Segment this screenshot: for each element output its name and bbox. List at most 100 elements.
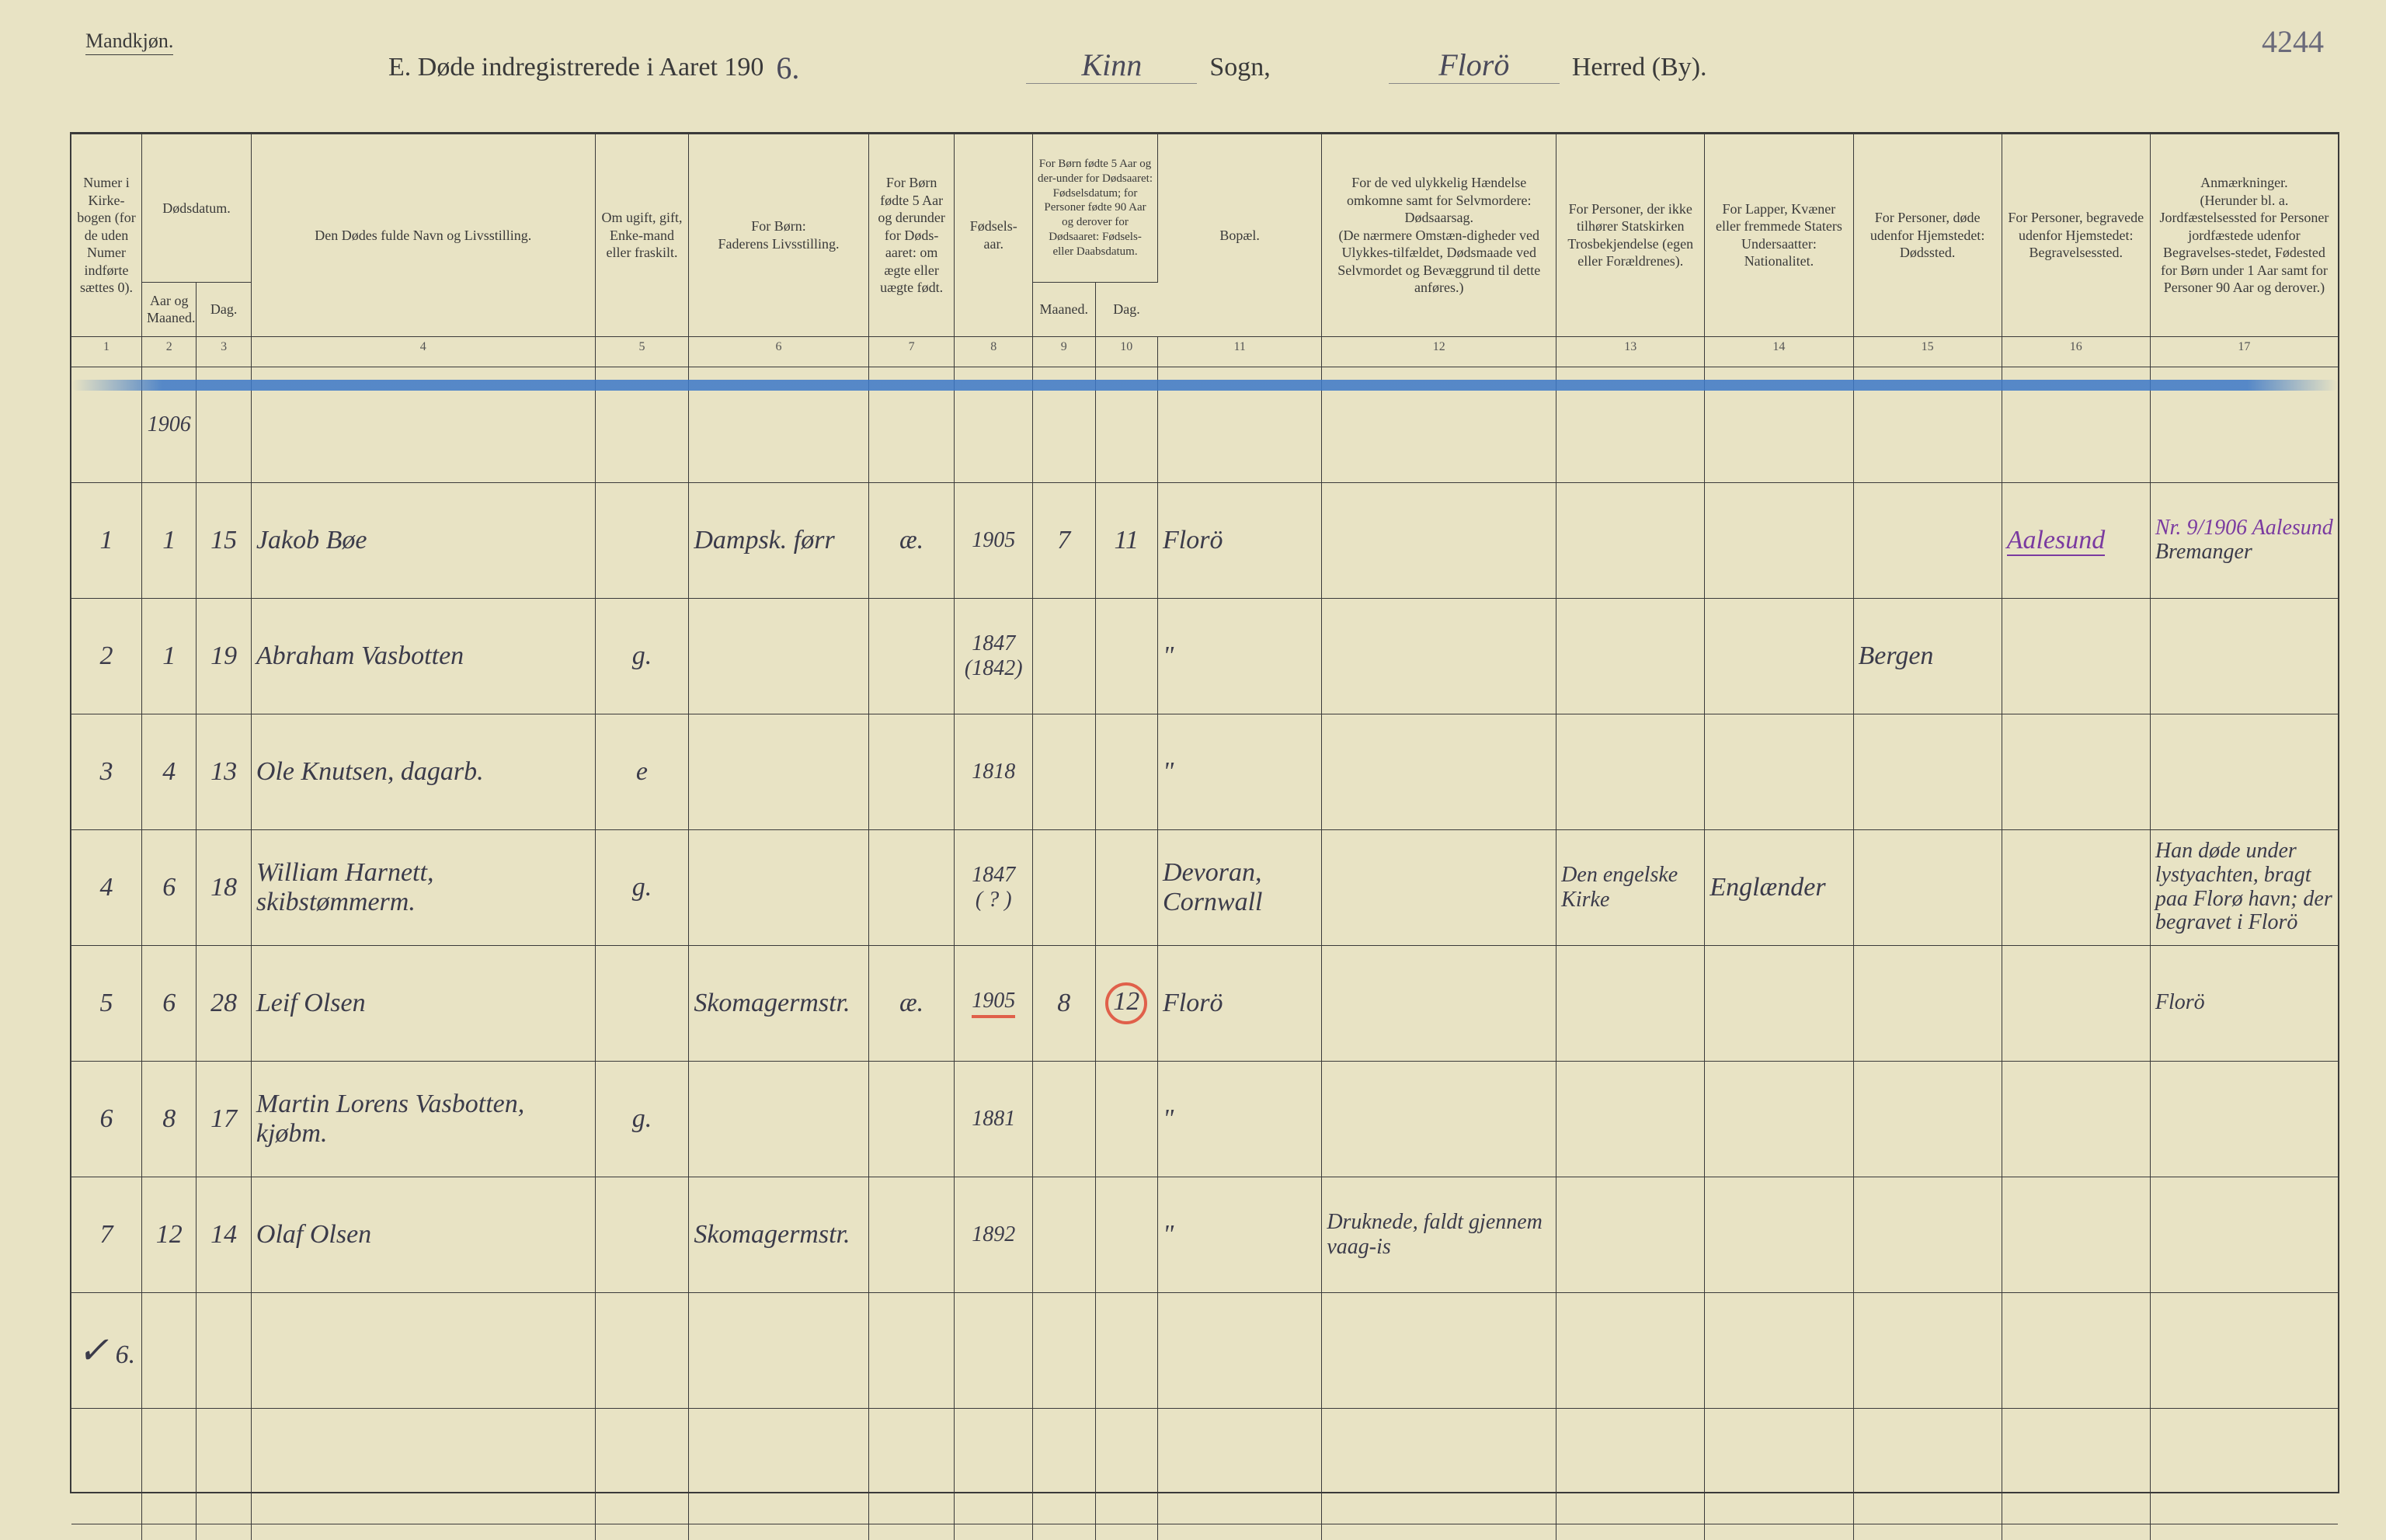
cell [2002, 1524, 2150, 1540]
cell: Skomagermstr. [689, 945, 868, 1061]
col-header: Fødsels- aar. [955, 134, 1033, 336]
cell: " [1158, 598, 1322, 714]
cell: Devoran, Cornwall [1158, 829, 1322, 945]
cell: 5 [71, 945, 142, 1061]
cell [1556, 1177, 1705, 1292]
cell [2150, 1292, 2338, 1408]
cell [595, 482, 689, 598]
cell [1322, 945, 1556, 1061]
column-number: 12 [1322, 336, 1556, 367]
cell [955, 1408, 1033, 1524]
column-number: 2 [142, 336, 197, 367]
cell [868, 1408, 955, 1524]
col-header-group: Dødsdatum. [142, 134, 252, 282]
column-number: 10 [1095, 336, 1157, 367]
title-year: 6. [776, 50, 799, 86]
cell [1033, 1177, 1095, 1292]
cell: Martin Lorens Vasbotten, kjøbm. [251, 1061, 595, 1177]
cell [595, 1408, 689, 1524]
cell [868, 1292, 955, 1408]
cell [689, 1408, 868, 1524]
cell [1705, 367, 1853, 482]
col-header: For Lapper, Kvæner eller fremmede Stater… [1705, 134, 1853, 336]
cell [1095, 1292, 1157, 1408]
year-row: 1906 [71, 367, 2338, 482]
cell: 1847 (1842) [955, 598, 1033, 714]
cell [1158, 1524, 1322, 1540]
cell: Dampsk. førr [689, 482, 868, 598]
col-header: Den Dødes fulde Navn og Livsstilling. [251, 134, 595, 336]
cell: 28 [197, 945, 251, 1061]
cell [1033, 1524, 1095, 1540]
cell [2150, 714, 2338, 829]
cell [1033, 1408, 1095, 1524]
table-row: ✓ 6. [71, 1292, 2338, 1408]
cell: 13 [197, 714, 251, 829]
col-header: For Børn: Faderens Livsstilling. [689, 134, 868, 336]
col-header: For de ved ulykkelig Hændelse omkomne sa… [1322, 134, 1556, 336]
cell [1095, 1408, 1157, 1524]
cell [1158, 1292, 1322, 1408]
column-number: 14 [1705, 336, 1853, 367]
table-row: 2119Abraham Vasbotteng.1847 (1842)"Berge… [71, 598, 2338, 714]
cell [197, 1408, 251, 1524]
cell: 2 [71, 598, 142, 714]
cell: 8 [142, 1061, 197, 1177]
year-label: 1906 [142, 367, 197, 482]
col-header: Om ugift, gift, Enke-mand eller fraskilt… [595, 134, 689, 336]
cell: Englænder [1705, 829, 1853, 945]
cell [1322, 1408, 1556, 1524]
cell: Abraham Vasbotten [251, 598, 595, 714]
cell: g. [595, 1061, 689, 1177]
cell [955, 367, 1033, 482]
cell: 1 [142, 598, 197, 714]
col-header: Dag. [197, 282, 251, 336]
cell [2150, 598, 2338, 714]
cell [1158, 1408, 1322, 1524]
cell [868, 598, 955, 714]
cell [1556, 367, 1705, 482]
column-number: 16 [2002, 336, 2150, 367]
cell [2002, 598, 2150, 714]
cell: Leif Olsen [251, 945, 595, 1061]
col-header-group: For Børn fødte 5 Aar og der-under for Dø… [1033, 134, 1158, 282]
cell: Florö [1158, 482, 1322, 598]
cell [1705, 1292, 1853, 1408]
cell [595, 945, 689, 1061]
col-header: For Personer, der ikke tilhører Statskir… [1556, 134, 1705, 336]
cell [595, 1177, 689, 1292]
cell: Florö [1158, 945, 1322, 1061]
cell [2150, 1177, 2338, 1292]
cell: Aalesund [2002, 482, 2150, 598]
cell [142, 1408, 197, 1524]
cell [689, 367, 868, 482]
cell: æ. [868, 945, 955, 1061]
cell [251, 1408, 595, 1524]
cell [1322, 367, 1556, 482]
cell [595, 367, 689, 482]
cell [2002, 829, 2150, 945]
cell: Bergen [1853, 598, 2002, 714]
col-header: For Børn fødte 5 Aar og derunder for Død… [868, 134, 955, 336]
cell [2002, 714, 2150, 829]
cell [1033, 367, 1095, 482]
cell [1853, 945, 2002, 1061]
cell [1853, 1177, 2002, 1292]
ledger-table: Numer i Kirke-bogen (for de uden Numer i… [71, 134, 2338, 1540]
cell: Druknede, faldt gjennem vaag-is [1322, 1177, 1556, 1292]
cell: 1 [71, 482, 142, 598]
table-row: 4618William Harnett, skibstømmerm.g.1847… [71, 829, 2338, 945]
cell: Ole Knutsen, dagarb. [251, 714, 595, 829]
cell [1556, 1292, 1705, 1408]
page-title: E. Døde indregistrerede i Aaret 1906. Ki… [388, 47, 2324, 84]
cell: William Harnett, skibstømmerm. [251, 829, 595, 945]
cell: ✓ 6. [71, 1292, 142, 1408]
cell: 3 [71, 714, 142, 829]
table-row: 1115Jakob BøeDampsk. førræ.1905711FloröA… [71, 482, 2338, 598]
cell: 8 [1033, 945, 1095, 1061]
sogn-name: Kinn [1026, 47, 1197, 84]
column-number: 5 [595, 336, 689, 367]
cell [197, 367, 251, 482]
column-number: 15 [1853, 336, 2002, 367]
cell [1095, 367, 1157, 482]
